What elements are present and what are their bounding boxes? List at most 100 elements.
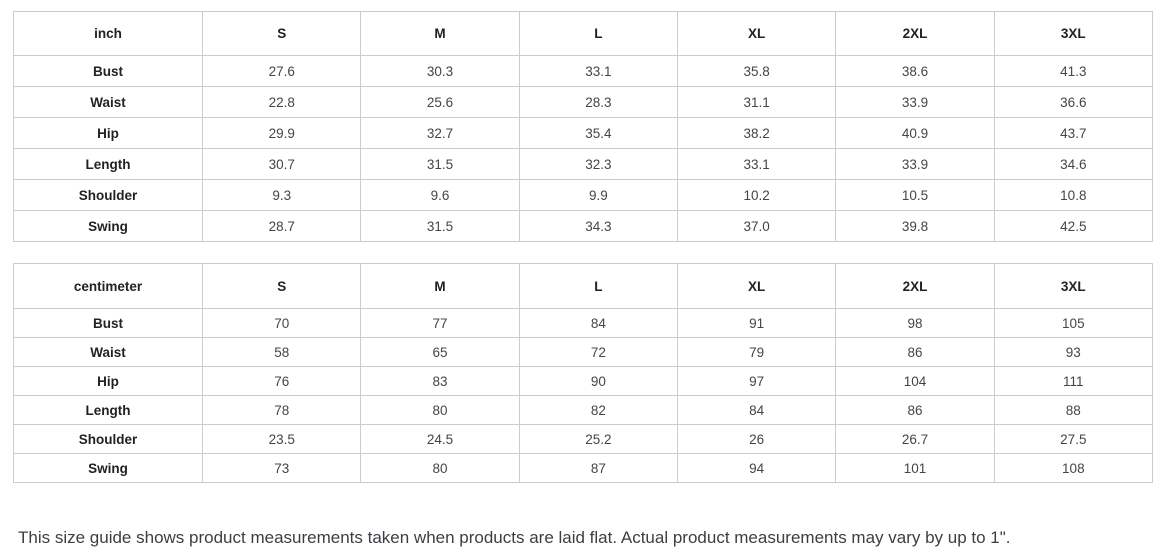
measurement-value-cell: 93	[993, 337, 1154, 367]
measurement-value-cell: 27.6	[202, 55, 362, 87]
measurement-label-cell: Bust	[12, 308, 204, 338]
measurement-value-cell: 27.5	[993, 424, 1154, 454]
measurement-value-cell: 26	[676, 424, 837, 454]
measurement-value-cell: 25.6	[360, 86, 520, 118]
measurement-value-cell: 38.6	[835, 55, 995, 87]
table-row: Swing 28.7 31.5 34.3 37.0 39.8 42.5	[12, 210, 1154, 242]
measurement-value-cell: 101	[835, 453, 995, 483]
measurement-value-cell: 31.5	[360, 210, 520, 242]
measurement-value-cell: 80	[360, 395, 520, 425]
measurement-value-cell: 34.6	[993, 148, 1154, 180]
measurement-value-cell: 36.6	[993, 86, 1154, 118]
table-row: Bust 27.6 30.3 33.1 35.8 38.6 41.3	[12, 55, 1154, 87]
measurement-value-cell: 38.2	[676, 117, 837, 149]
size-header-cell: L	[518, 263, 679, 309]
size-header-cell: M	[360, 11, 520, 56]
measurement-label-cell: Length	[12, 395, 204, 425]
measurement-value-cell: 79	[676, 337, 837, 367]
size-table-centimeter: centimeter S M L XL 2XL 3XL Bust 70 77 84 91 98 105 Wa…	[12, 263, 1154, 483]
measurement-value-cell: 80	[360, 453, 520, 483]
measurement-value-cell: 97	[676, 366, 837, 396]
measurement-value-cell: 35.8	[676, 55, 837, 87]
measurement-value-cell: 39.8	[835, 210, 995, 242]
measurement-label-cell: Waist	[12, 337, 204, 367]
measurement-value-cell: 94	[676, 453, 837, 483]
table-row: Length 30.7 31.5 32.3 33.1 33.9 34.6	[12, 148, 1154, 180]
measurement-value-cell: 26.7	[835, 424, 995, 454]
size-header-cell: XL	[676, 263, 837, 309]
measurement-value-cell: 9.3	[202, 179, 362, 211]
measurement-label-cell: Hip	[12, 366, 204, 396]
measurement-value-cell: 33.9	[835, 86, 995, 118]
measurement-value-cell: 28.3	[518, 86, 679, 118]
measurement-value-cell: 42.5	[993, 210, 1154, 242]
unit-header-cell: inch	[12, 11, 204, 56]
measurement-value-cell: 41.3	[993, 55, 1154, 87]
size-guide-note: This size guide shows product measuremen…	[18, 528, 1011, 547]
size-header-cell: S	[202, 11, 362, 56]
measurement-value-cell: 28.7	[202, 210, 362, 242]
measurement-value-cell: 91	[676, 308, 837, 338]
measurement-label-cell: Swing	[12, 453, 204, 483]
measurement-value-cell: 9.9	[518, 179, 679, 211]
measurement-value-cell: 70	[202, 308, 362, 338]
size-header-cell: 2XL	[835, 11, 995, 56]
measurement-label-cell: Shoulder	[12, 424, 204, 454]
size-header-cell: M	[360, 263, 520, 309]
measurement-label-cell: Hip	[12, 117, 204, 149]
table-row: Hip 29.9 32.7 35.4 38.2 40.9 43.7	[12, 117, 1154, 149]
measurement-value-cell: 84	[518, 308, 679, 338]
measurement-value-cell: 111	[993, 366, 1154, 396]
measurement-label-cell: Swing	[12, 210, 204, 242]
measurement-value-cell: 30.7	[202, 148, 362, 180]
measurement-value-cell: 43.7	[993, 117, 1154, 149]
measurement-value-cell: 9.6	[360, 179, 520, 211]
measurement-value-cell: 104	[835, 366, 995, 396]
measurement-value-cell: 29.9	[202, 117, 362, 149]
measurement-value-cell: 34.3	[518, 210, 679, 242]
measurement-value-cell: 88	[993, 395, 1154, 425]
size-table-inch: inch S M L XL 2XL 3XL Bust 27.6 30.3 33.1 35.8 38.6 4…	[12, 11, 1154, 242]
measurement-value-cell: 90	[518, 366, 679, 396]
measurement-value-cell: 82	[518, 395, 679, 425]
measurement-value-cell: 72	[518, 337, 679, 367]
measurement-value-cell: 23.5	[202, 424, 362, 454]
measurement-value-cell: 78	[202, 395, 362, 425]
measurement-value-cell: 58	[202, 337, 362, 367]
measurement-value-cell: 32.7	[360, 117, 520, 149]
measurement-value-cell: 76	[202, 366, 362, 396]
measurement-value-cell: 87	[518, 453, 679, 483]
table-row: Bust 70 77 84 91 98 105	[12, 308, 1154, 338]
measurement-value-cell: 10.5	[835, 179, 995, 211]
table-row: Shoulder 9.3 9.6 9.9 10.2 10.5 10.8	[12, 179, 1154, 211]
measurement-value-cell: 32.3	[518, 148, 679, 180]
measurement-value-cell: 10.8	[993, 179, 1154, 211]
size-header-cell: S	[202, 263, 362, 309]
measurement-label-cell: Waist	[12, 86, 204, 118]
size-header-cell: 2XL	[835, 263, 995, 309]
measurement-value-cell: 31.1	[676, 86, 837, 118]
table-row: Shoulder 23.5 24.5 25.2 26 26.7 27.5	[12, 424, 1154, 454]
size-header-cell: L	[518, 11, 679, 56]
size-header-cell: 3XL	[993, 11, 1154, 56]
measurement-value-cell: 35.4	[518, 117, 679, 149]
measurement-value-cell: 86	[835, 395, 995, 425]
measurement-value-cell: 31.5	[360, 148, 520, 180]
table-row: Length 78 80 82 84 86 88	[12, 395, 1154, 425]
measurement-value-cell: 10.2	[676, 179, 837, 211]
table-row: Hip 76 83 90 97 104 111	[12, 366, 1154, 396]
measurement-value-cell: 98	[835, 308, 995, 338]
measurement-value-cell: 65	[360, 337, 520, 367]
measurement-value-cell: 86	[835, 337, 995, 367]
measurement-value-cell: 83	[360, 366, 520, 396]
measurement-value-cell: 25.2	[518, 424, 679, 454]
measurement-value-cell: 33.1	[518, 55, 679, 87]
measurement-value-cell: 108	[993, 453, 1154, 483]
measurement-label-cell: Length	[12, 148, 204, 180]
measurement-value-cell: 73	[202, 453, 362, 483]
measurement-value-cell: 84	[676, 395, 837, 425]
measurement-value-cell: 24.5	[360, 424, 520, 454]
measurement-value-cell: 33.9	[835, 148, 995, 180]
measurement-label-cell: Shoulder	[12, 179, 204, 211]
